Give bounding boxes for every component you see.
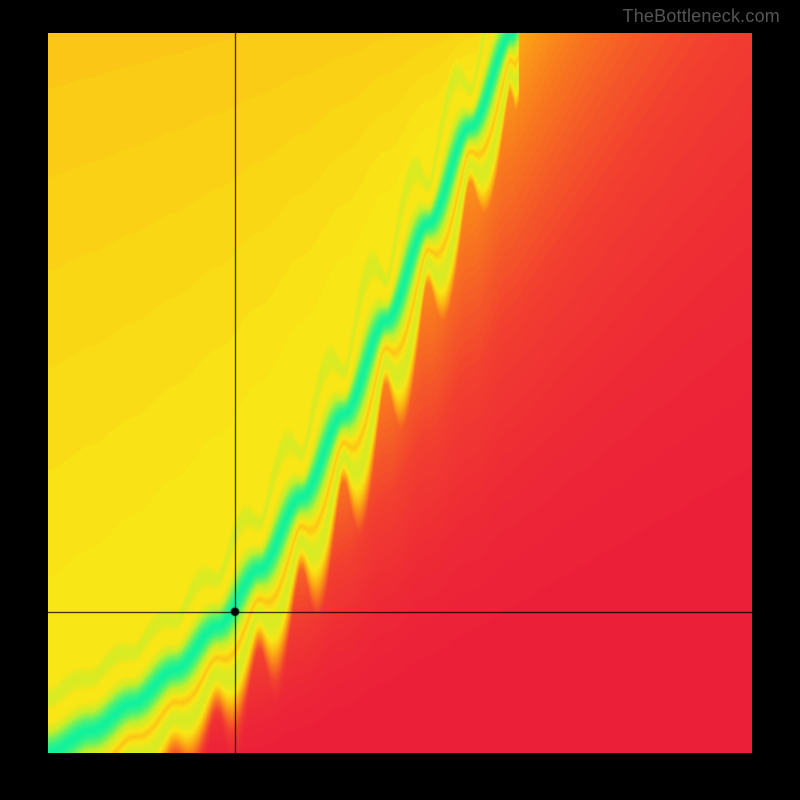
heatmap-plot xyxy=(48,33,752,753)
chart-container: TheBottleneck.com xyxy=(0,0,800,800)
watermark-text: TheBottleneck.com xyxy=(623,6,780,27)
